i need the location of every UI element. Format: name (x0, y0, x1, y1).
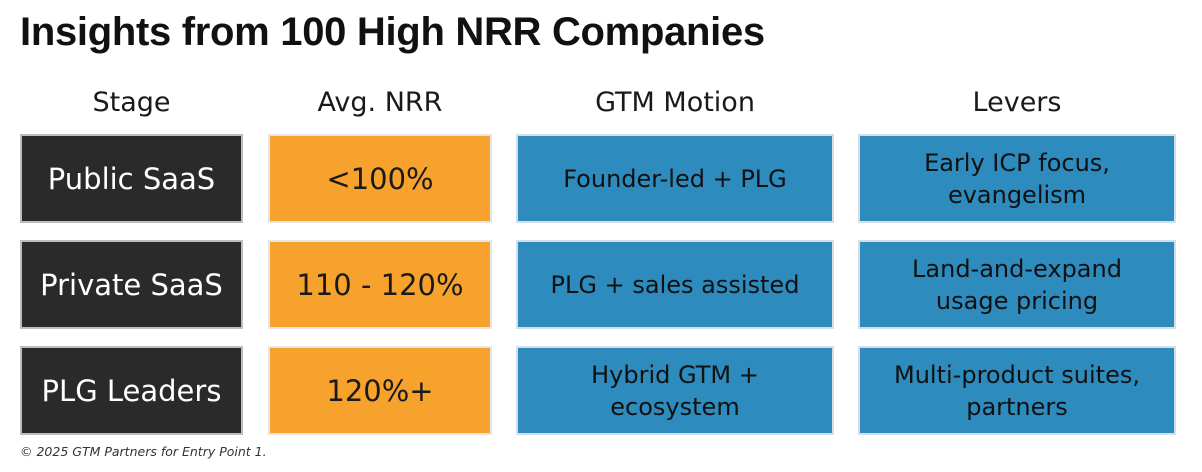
levers-text: Multi-product suites, partners (894, 360, 1140, 421)
column-header-avg-nrr: Avg. NRR (317, 87, 443, 118)
stage-label: Public SaaS (47, 161, 216, 196)
gtm-motion-cell: Founder-led + PLG (516, 134, 834, 223)
column-header-stage: Stage (92, 87, 171, 118)
column-header-gtm-motion: GTM Motion (595, 87, 755, 118)
stage-cell: Public SaaS (20, 134, 243, 223)
stage-label: PLG Leaders (41, 373, 222, 408)
copyright-footer: © 2025 GTM Partners for Entry Point 1. (20, 444, 267, 459)
levers-cell: Early ICP focus, evangelism (858, 134, 1176, 223)
nrr-cell: 120%+ (268, 346, 492, 435)
levers-cell: Land-and-expand usage pricing (858, 240, 1176, 329)
levers-text: Land-and-expand usage pricing (912, 254, 1122, 315)
page-title: Insights from 100 High NRR Companies (20, 10, 765, 54)
stage-cell: Private SaaS (20, 240, 243, 329)
levers-text: Early ICP focus, evangelism (924, 148, 1110, 209)
gtm-motion-text: PLG + sales assisted (550, 270, 800, 299)
gtm-motion-text: Founder-led + PLG (563, 164, 787, 193)
nrr-value: <100% (326, 161, 434, 196)
gtm-motion-text: Hybrid GTM + ecosystem (591, 360, 759, 421)
column-header-levers: Levers (972, 87, 1062, 118)
levers-cell: Multi-product suites, partners (858, 346, 1176, 435)
nrr-cell: <100% (268, 134, 492, 223)
gtm-motion-cell: Hybrid GTM + ecosystem (516, 346, 834, 435)
nrr-value: 120%+ (326, 373, 434, 408)
nrr-cell: 110 - 120% (268, 240, 492, 329)
nrr-value: 110 - 120% (296, 267, 464, 302)
gtm-motion-cell: PLG + sales assisted (516, 240, 834, 329)
stage-label: Private SaaS (40, 267, 223, 302)
stage-cell: PLG Leaders (20, 346, 243, 435)
